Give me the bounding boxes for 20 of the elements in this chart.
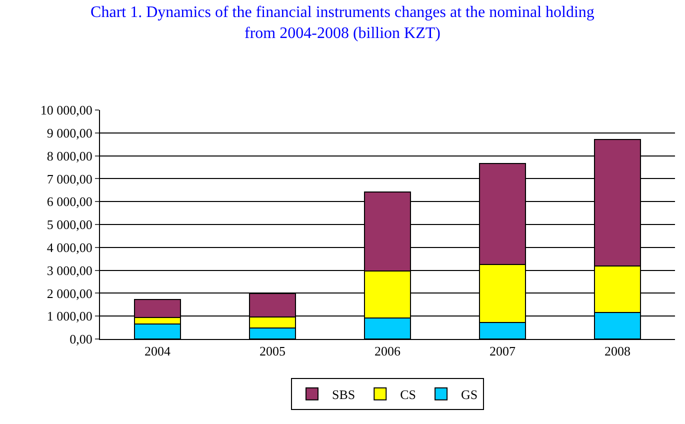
y-tick-label: 10 000,00 (40, 102, 92, 118)
y-tick-label: 6 000,00 (46, 194, 92, 210)
y-tick-label: 0,00 (70, 332, 92, 347)
legend-label: GS (461, 386, 478, 402)
x-tick-label: 2005 (260, 344, 286, 359)
legend-label: CS (400, 386, 416, 402)
chart-title: Chart 1. Dynamics of the financial instruments changes at the nominal holding from 2004-2008 (billion KZT) (90, 4, 594, 42)
y-tick-label: 4 000,00 (46, 240, 92, 255)
y-tick-label: 9 000,00 (46, 125, 92, 140)
y-tick-label: 8 000,00 (46, 148, 92, 164)
x-tick-label: 2008 (604, 344, 630, 359)
legend-label: SBS (332, 386, 356, 402)
y-tick-label: 1 000,00 (46, 308, 92, 324)
y-tick-label: 5 000,00 (46, 217, 92, 232)
y-tick-label: 3 000,00 (46, 262, 92, 278)
y-tick-label: 2 000,00 (46, 286, 92, 301)
x-tick-label: 2007 (490, 344, 516, 359)
x-tick-label: 2004 (144, 344, 171, 359)
y-tick-label: 7 000,00 (46, 171, 92, 186)
x-tick-label: 2006 (374, 344, 401, 359)
